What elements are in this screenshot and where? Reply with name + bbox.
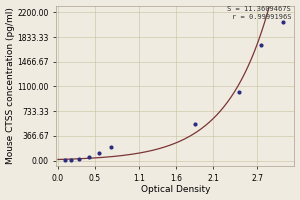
Text: S = 11.3609467S
r = 0.9999196S: S = 11.3609467S r = 0.9999196S: [227, 6, 291, 20]
Point: [109, 146, 114, 149]
Point: [192, 122, 197, 125]
Point: [237, 90, 242, 93]
Point: [259, 43, 264, 46]
Point: [96, 152, 101, 155]
Point: [87, 155, 92, 158]
Point: [76, 157, 81, 161]
X-axis label: Optical Density: Optical Density: [141, 185, 210, 194]
Y-axis label: Mouse CTSS concentration (pg/ml): Mouse CTSS concentration (pg/ml): [6, 7, 15, 164]
Point: [63, 159, 68, 162]
Point: [281, 21, 286, 24]
Point: [69, 158, 74, 162]
